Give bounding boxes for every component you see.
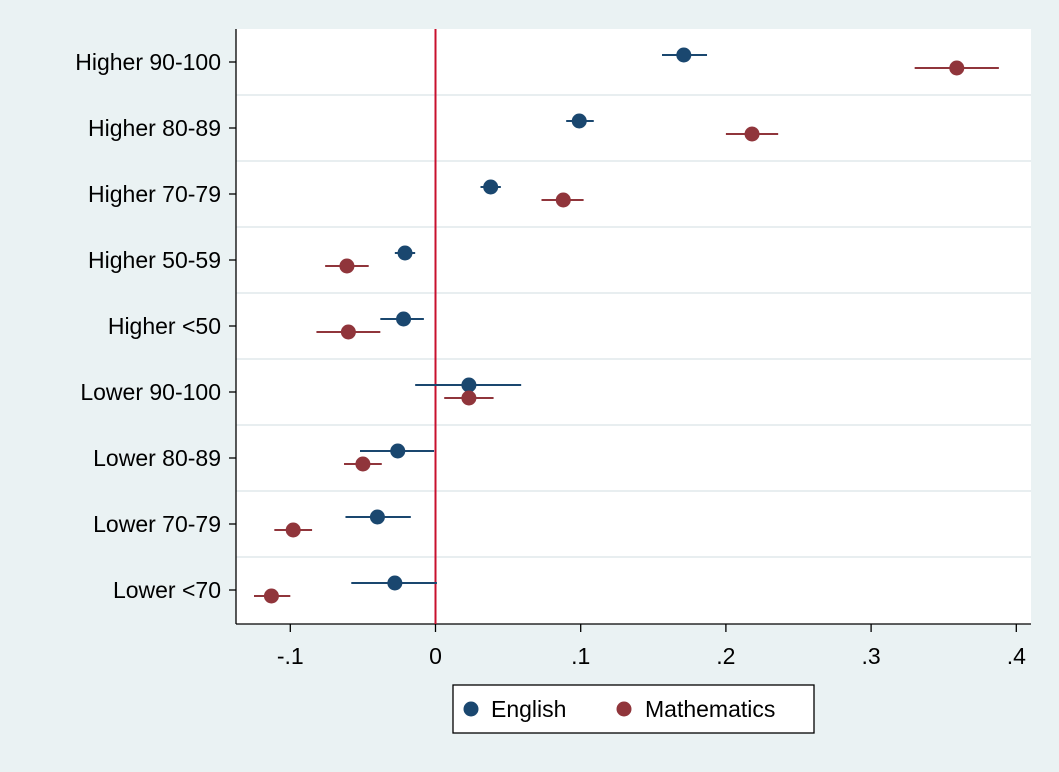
category-label: Lower 80-89 <box>93 445 221 471</box>
legend-marker-mathematics <box>616 701 632 717</box>
category-label: Higher <50 <box>108 313 221 339</box>
point-marker-mathematics <box>744 126 760 142</box>
point-marker-english <box>387 575 403 591</box>
point-marker-english <box>676 47 692 63</box>
x-tick-label: .2 <box>716 643 735 669</box>
point-marker-english <box>483 179 499 195</box>
category-label: Lower <70 <box>113 577 221 603</box>
point-marker-english <box>461 377 477 393</box>
grid-lines <box>236 94 1031 558</box>
x-tick-label: -.1 <box>277 643 304 669</box>
category-label: Higher 80-89 <box>88 115 221 141</box>
point-marker-english <box>390 443 406 459</box>
point-marker-mathematics <box>355 456 371 472</box>
legend-label-english: English <box>491 696 566 722</box>
series-marks <box>254 47 999 604</box>
legend-box <box>452 684 815 734</box>
axes: Higher 90-100 Higher 80-89 Higher 70-79 Hig… <box>75 29 1031 669</box>
point-marker-mathematics <box>339 258 355 274</box>
legend-marker-english <box>463 701 479 717</box>
point-marker-english <box>369 509 385 525</box>
point-marker-english <box>397 245 413 261</box>
category-label: Lower 70-79 <box>93 511 221 537</box>
point-marker-mathematics <box>461 390 477 406</box>
plot-area <box>236 29 1031 624</box>
legend: English Mathematics <box>452 684 815 734</box>
category-label: Higher 70-79 <box>88 181 221 207</box>
legend-label-mathematics: Mathematics <box>645 696 775 722</box>
point-marker-english <box>396 311 412 327</box>
x-tick-label: .1 <box>571 643 590 669</box>
x-tick-label: 0 <box>429 643 442 669</box>
category-label: Lower 90-100 <box>80 379 221 405</box>
x-tick-label: .4 <box>1007 643 1026 669</box>
point-marker-mathematics <box>949 60 965 76</box>
point-marker-mathematics <box>555 192 571 208</box>
point-marker-mathematics <box>263 588 279 604</box>
point-marker-mathematics <box>285 522 301 538</box>
category-label: Higher 90-100 <box>75 49 221 75</box>
point-marker-english <box>571 113 587 129</box>
x-tick-label: .3 <box>862 643 881 669</box>
point-marker-mathematics <box>340 324 356 340</box>
category-label: Higher 50-59 <box>88 247 221 273</box>
